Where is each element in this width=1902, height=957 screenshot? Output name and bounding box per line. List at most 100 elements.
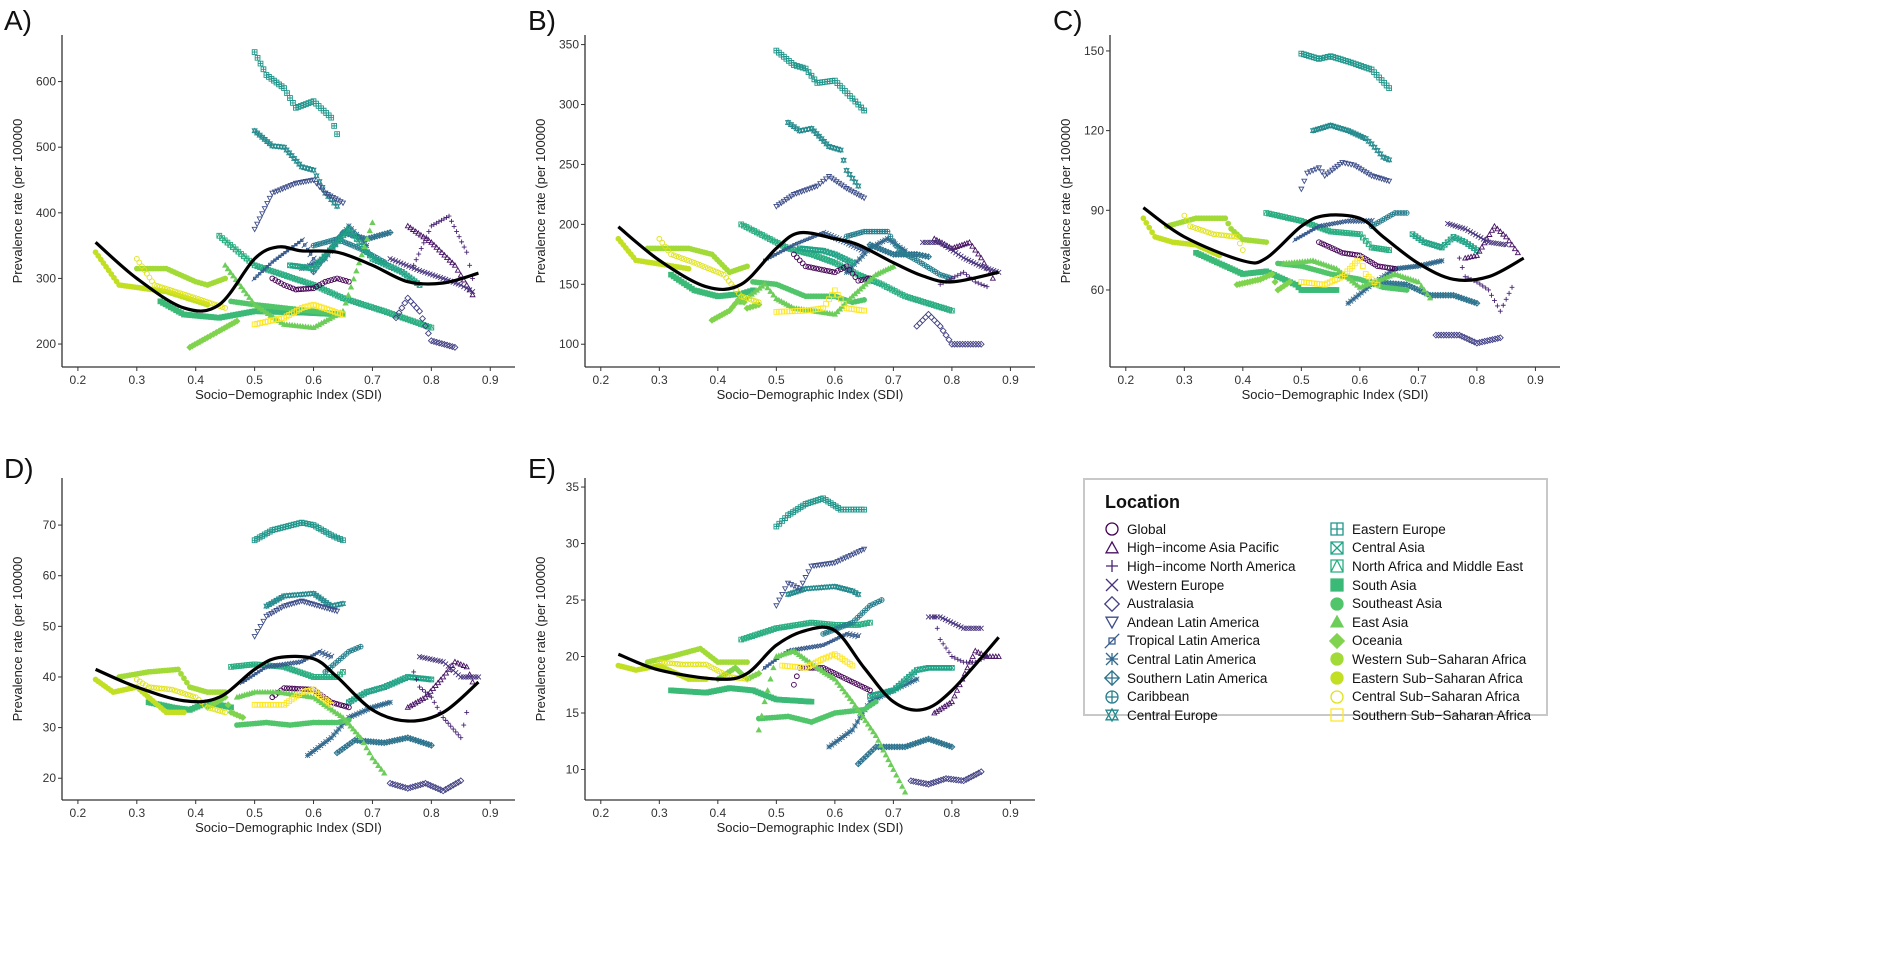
data-point (798, 189, 805, 195)
data-point (190, 294, 196, 301)
y-tick-label: 300 (36, 271, 56, 285)
data-point (346, 278, 352, 285)
data-point (775, 202, 783, 209)
data-point (793, 673, 800, 680)
y-tick-label: 120 (1084, 124, 1104, 138)
y-tick-label: 60 (43, 569, 57, 583)
data-point (805, 69, 812, 76)
data-point (458, 282, 464, 288)
data-point (850, 190, 858, 196)
data-point (224, 265, 232, 272)
series-andean-latin-america (1298, 160, 1393, 193)
legend-item: Caribbean (1103, 687, 1295, 706)
x-axis-title: Socio−Demographic Index (SDI) (717, 387, 904, 402)
data-point (282, 185, 289, 191)
data-point (326, 307, 333, 313)
data-point (286, 312, 292, 318)
data-point (945, 336, 953, 344)
data-point (287, 183, 294, 189)
series-western-europe (919, 239, 1002, 276)
legend-item-label: Central Europe (1127, 707, 1218, 723)
data-point (861, 107, 867, 114)
data-point (879, 238, 886, 245)
data-point (416, 307, 424, 315)
x-tick-label: 0.4 (709, 373, 726, 387)
data-point (877, 741, 885, 748)
data-point (363, 744, 370, 751)
data-point (1140, 215, 1147, 222)
data-point (278, 315, 285, 322)
data-point (461, 244, 467, 250)
data-point (316, 303, 322, 310)
data-point (181, 709, 187, 716)
data-point (788, 242, 795, 250)
data-point (459, 239, 465, 245)
data-point (710, 267, 716, 274)
series-australasia (386, 777, 465, 795)
data-point (348, 229, 355, 236)
legend-item: Oceania (1328, 632, 1531, 651)
triangle-filled-icon (1329, 614, 1345, 628)
data-point (428, 223, 434, 229)
data-point (465, 674, 472, 680)
data-point (431, 699, 437, 705)
data-point (978, 625, 984, 631)
panel-b: B) 0.2 0.3 0.4 0.5 0.6 0.7 0.8 0.9 100 150 200 250 30… (528, 5, 1035, 402)
legend-symbol (1105, 689, 1119, 704)
data-point (175, 666, 181, 673)
data-point (738, 293, 745, 300)
data-point (776, 597, 783, 604)
data-point (439, 217, 444, 223)
data-point (366, 252, 373, 259)
data-point (251, 49, 258, 55)
data-point (769, 252, 776, 260)
x-tick-label: 0.5 (1293, 373, 1310, 387)
data-point (347, 283, 355, 290)
data-point (878, 597, 885, 603)
series-caribbean (1368, 210, 1410, 230)
data-point (346, 226, 352, 233)
x-tick-label: 0.9 (1002, 806, 1019, 820)
x-tick-label: 0.5 (768, 806, 785, 820)
data-point (424, 329, 432, 337)
data-point (790, 192, 798, 198)
data-point (337, 199, 344, 205)
data-point (889, 239, 896, 245)
data-point (301, 241, 308, 249)
series-andean-latin-america (773, 174, 868, 210)
series-central-europe (1309, 121, 1393, 164)
data-point (144, 270, 150, 277)
y-tick-label: 70 (43, 518, 57, 532)
data-point (890, 238, 897, 244)
data-point (793, 254, 800, 261)
legend-item-label: Tropical Latin America (1127, 633, 1261, 649)
legend-item-label: Southern Latin America (1127, 670, 1268, 686)
x-tick-label: 0.4 (1234, 373, 1251, 387)
data-point (251, 301, 258, 308)
series-australasia (907, 768, 985, 788)
plus-icon (1106, 560, 1118, 573)
legend-symbol (1330, 541, 1344, 555)
data-point (450, 726, 456, 732)
y-axis-title: Prevalence rate (per 100000 (533, 557, 548, 722)
data-point (227, 269, 234, 275)
x-tick-label: 0.8 (944, 806, 961, 820)
data-point (149, 278, 155, 285)
data-point (1333, 287, 1340, 293)
legend-item: Eastern Europe (1328, 520, 1531, 539)
data-point (470, 674, 477, 680)
data-point (433, 244, 440, 250)
data-point (753, 298, 760, 305)
data-point (416, 251, 422, 257)
data-point (887, 761, 895, 768)
data-point (441, 216, 447, 222)
data-point (770, 664, 777, 671)
data-point (313, 172, 320, 180)
legend-item: Andean Latin America (1103, 613, 1295, 632)
legend-item: Central Sub−Saharan Africa (1328, 687, 1531, 706)
data-point (848, 188, 855, 195)
data-point (953, 340, 961, 348)
data-point (750, 297, 757, 304)
data-point (466, 287, 473, 293)
data-point (953, 250, 959, 256)
